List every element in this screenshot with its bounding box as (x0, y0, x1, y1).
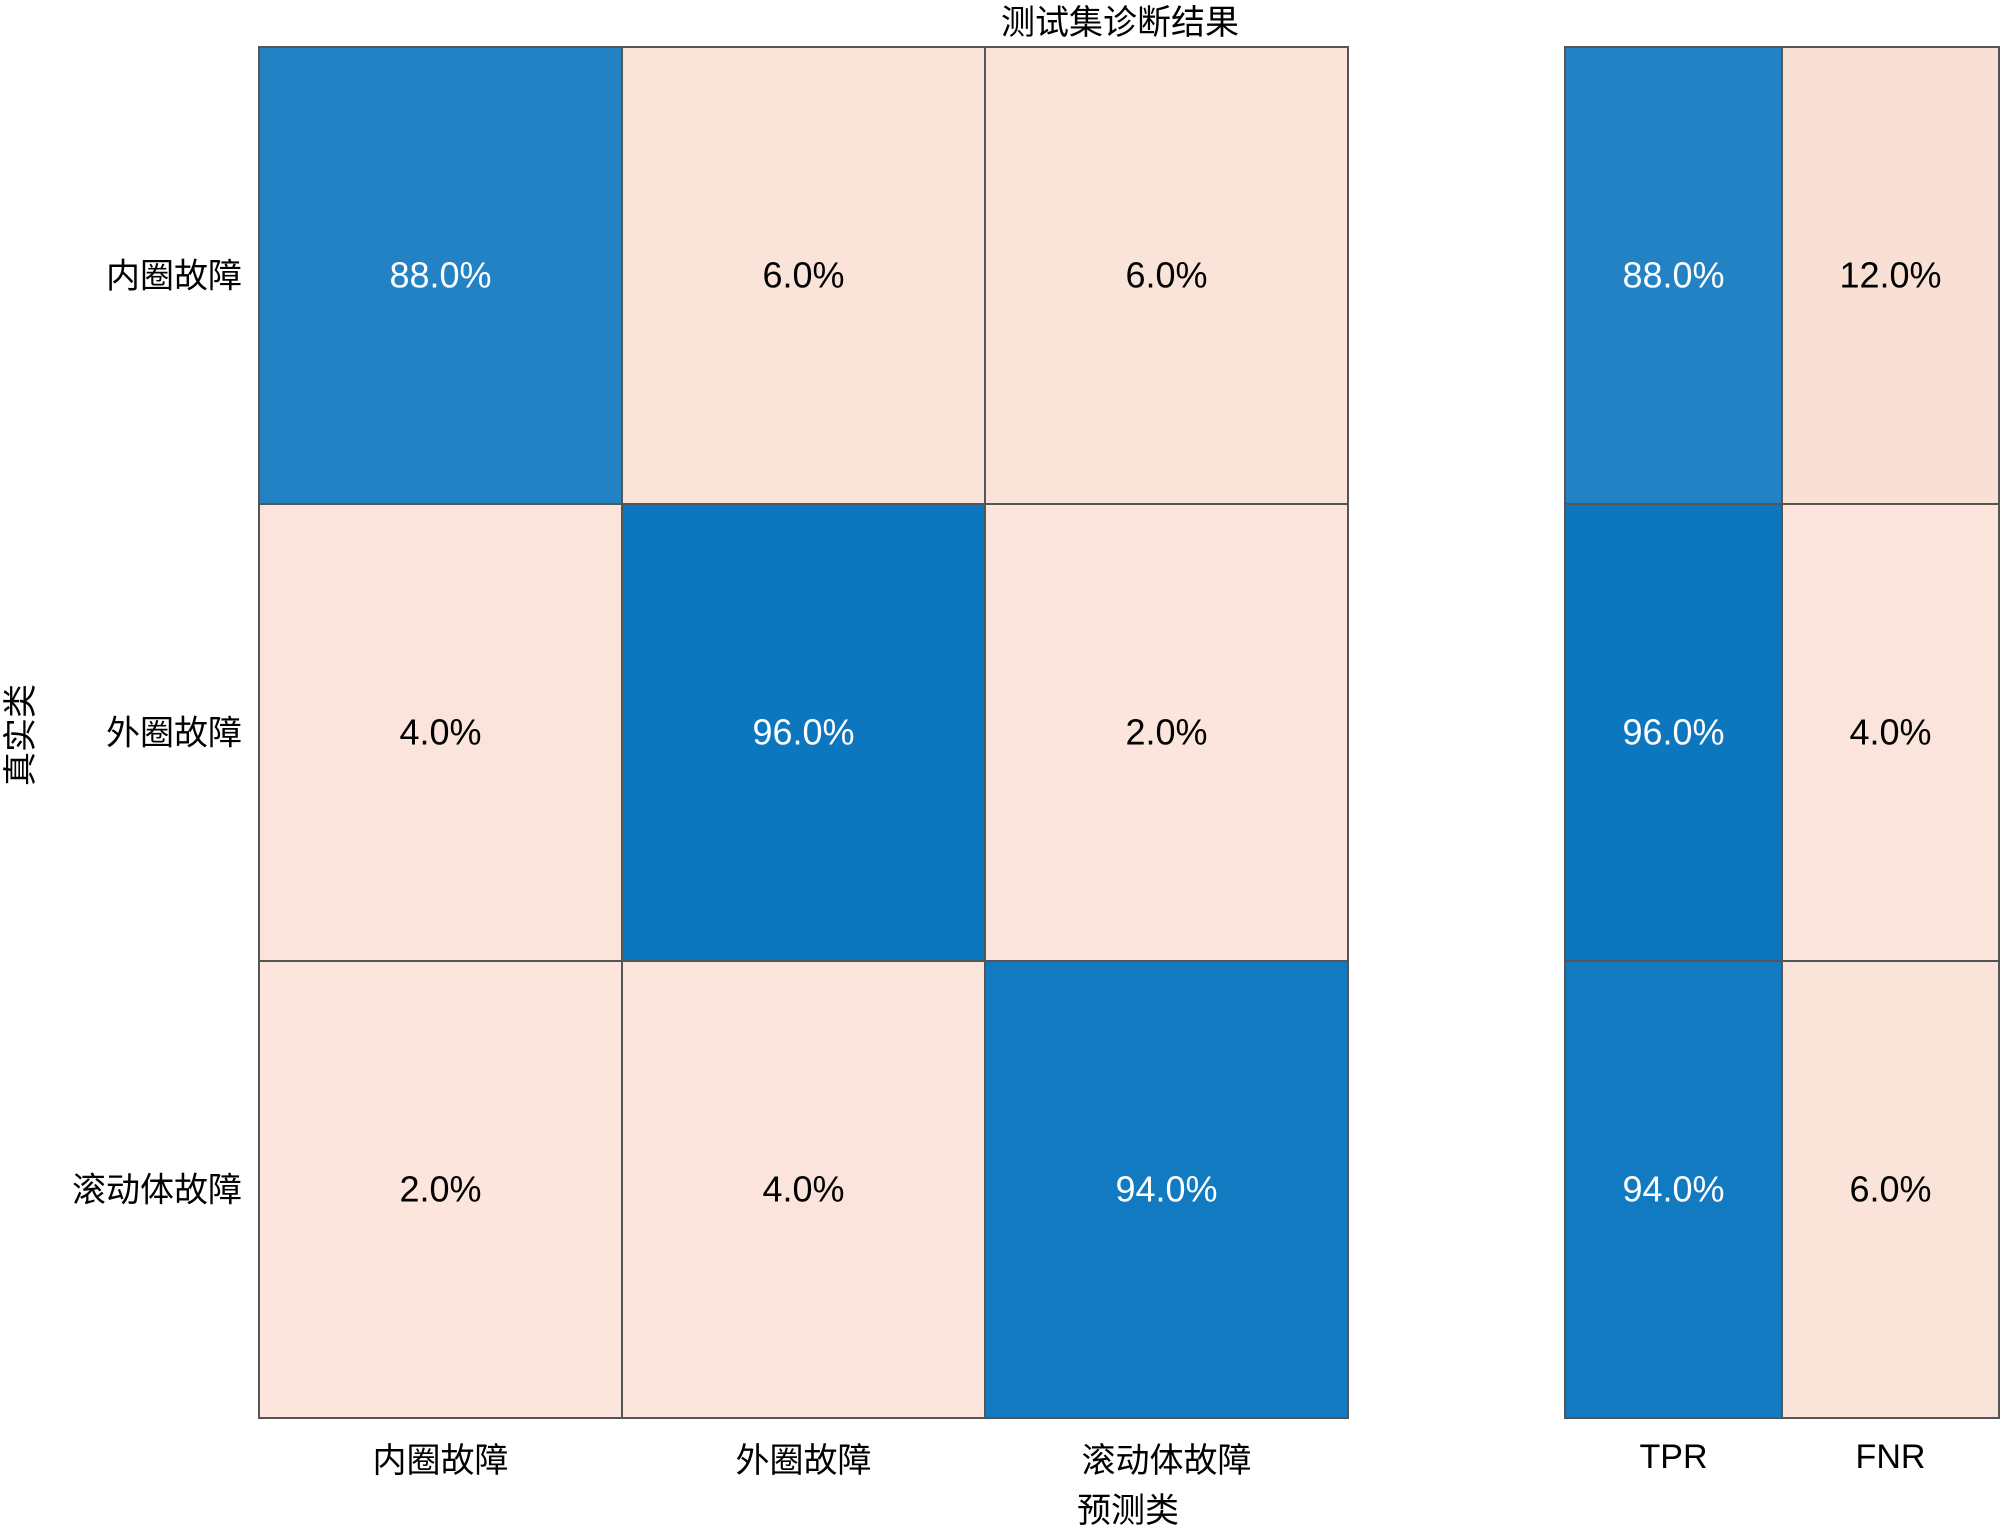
matrix-cell-label: 88.0% (389, 255, 491, 296)
matrix-cell (984, 46, 1349, 505)
summary-cell (1564, 503, 1783, 962)
confusion-matrix: 88.0% 6.0% 6.0% 4.0% 96.0% 2.0% 2.0% 4.0% 94.0% (258, 46, 1349, 1419)
summary-column-label: TPR (1640, 1438, 1708, 1476)
matrix-cell (258, 46, 623, 505)
matrix-cell (621, 960, 986, 1419)
matrix-cell-label: 6.0% (762, 255, 844, 296)
summary-cell (1564, 960, 1783, 1419)
matrix-cell (984, 503, 1349, 962)
matrix-cell (621, 46, 986, 505)
row-label: 内圈故障 (106, 257, 242, 297)
summary-cell-label: 12.0% (1839, 255, 1941, 296)
column-label: 滚动体故障 (1082, 1441, 1252, 1481)
chart-title: 测试集诊断结果 (1001, 3, 1239, 43)
row-label: 外圈故障 (106, 714, 242, 754)
summary-column-label: FNR (1856, 1438, 1926, 1476)
y-axis-label: 真实类 (1, 684, 41, 786)
column-label: 外圈故障 (736, 1441, 872, 1481)
x-axis-label: 预测类 (1077, 1491, 1179, 1531)
matrix-cell (258, 960, 623, 1419)
matrix-cell-label: 2.0% (1125, 712, 1207, 753)
summary-cell-label: 96.0% (1622, 712, 1724, 753)
matrix-cell (621, 503, 986, 962)
summary-cell-label: 6.0% (1849, 1169, 1931, 1210)
column-labels: 内圈故障 外圈故障 滚动体故障 (373, 1441, 1252, 1481)
summary-cell-label: 94.0% (1622, 1169, 1724, 1210)
summary-column-labels: TPR FNR (1640, 1438, 1926, 1476)
summary-cell (1781, 503, 2000, 962)
summary-cell (1564, 46, 1783, 505)
summary-cell (1781, 960, 2000, 1419)
summary-cell-label: 4.0% (1849, 712, 1931, 753)
matrix-cell-label: 4.0% (762, 1169, 844, 1210)
summary-matrix: 88.0% 12.0% 96.0% 4.0% 94.0% 6.0% (1564, 46, 2000, 1419)
matrix-cell-label: 6.0% (1125, 255, 1207, 296)
matrix-cell (984, 960, 1349, 1419)
summary-cell-label: 88.0% (1622, 255, 1724, 296)
row-label: 滚动体故障 (72, 1171, 242, 1211)
column-label: 内圈故障 (373, 1441, 509, 1481)
matrix-cell-label: 2.0% (399, 1169, 481, 1210)
matrix-cell-label: 4.0% (399, 712, 481, 753)
matrix-cell-label: 94.0% (1115, 1169, 1217, 1210)
matrix-cell (258, 503, 623, 962)
summary-cell (1781, 46, 2000, 505)
matrix-cell-label: 96.0% (752, 712, 854, 753)
